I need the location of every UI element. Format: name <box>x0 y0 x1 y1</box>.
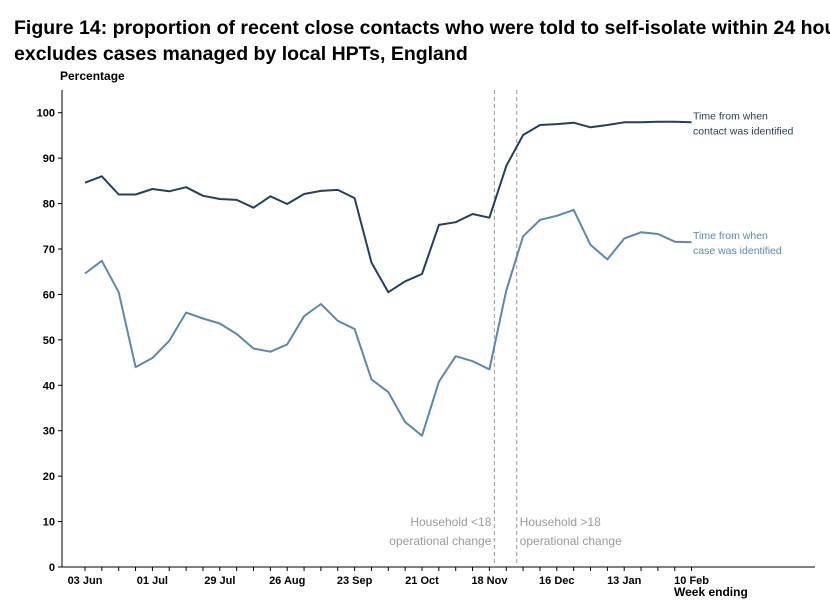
x-tick-label: 21 Oct <box>405 575 439 587</box>
series-line-contact <box>84 120 692 294</box>
y-tick-label: 80 <box>43 199 55 211</box>
x-tick-label: 18 Nov <box>471 575 508 587</box>
y-axis-label: Percentage <box>60 69 125 83</box>
x-tick-label: 10 Feb <box>674 575 709 587</box>
annotation-label: Household >18 <box>520 515 601 529</box>
series-label: contact was identified <box>693 125 794 137</box>
annotation-label: Household <18 <box>410 515 491 529</box>
y-tick-label: 0 <box>49 562 55 574</box>
x-axis-label: Week ending <box>674 585 748 599</box>
figure-title: Figure 14: proportion of recent close co… <box>14 15 830 67</box>
figure-title-line-2: excludes cases managed by local HPTs, En… <box>14 43 468 65</box>
figure-title-line-1: Figure 14: proportion of recent close co… <box>14 17 830 39</box>
x-tick-label: 23 Sep <box>337 575 373 587</box>
x-tick-label: 29 Jul <box>204 575 235 587</box>
x-tick-label: 01 Jul <box>137 575 168 587</box>
x-tick-label: 13 Jan <box>607 575 642 587</box>
series-label: Time from when <box>693 110 768 122</box>
series-label: case was identified <box>693 245 782 257</box>
series-line-case <box>84 208 692 437</box>
y-tick-label: 20 <box>43 471 55 483</box>
x-tick-label: 16 Dec <box>539 575 574 587</box>
annotation-label: operational change <box>520 534 622 548</box>
y-tick-label: 30 <box>43 426 55 438</box>
x-tick-label: 03 Jun <box>68 575 103 587</box>
y-tick-label: 100 <box>37 108 55 120</box>
series-label: Time from when <box>693 230 768 242</box>
y-tick-label: 60 <box>43 289 55 301</box>
y-tick-label: 40 <box>43 380 55 392</box>
y-tick-label: 10 <box>43 517 55 529</box>
y-tick-label: 70 <box>43 244 55 256</box>
annotation-label: operational change <box>389 534 491 548</box>
y-tick-label: 90 <box>43 153 55 165</box>
y-tick-label: 50 <box>43 335 55 347</box>
x-tick-label: 26 Aug <box>269 575 305 587</box>
